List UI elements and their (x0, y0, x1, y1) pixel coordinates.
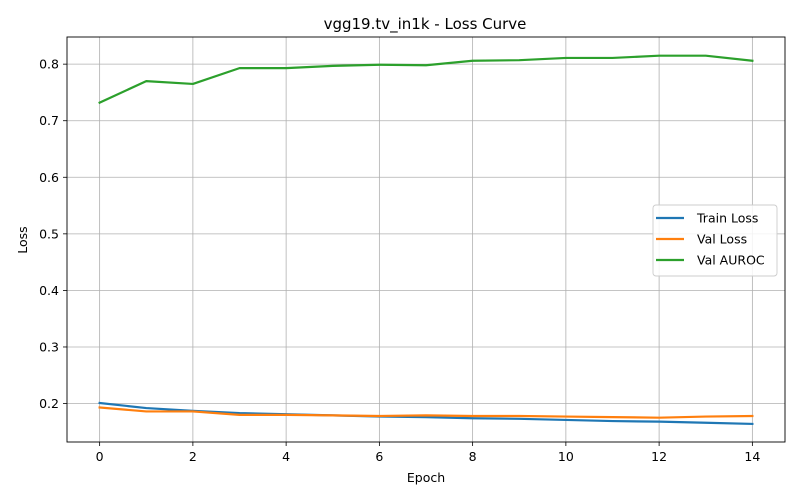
legend-box (652, 204, 778, 277)
plot-frame (66, 36, 786, 443)
x-axis-label: Epoch (407, 470, 445, 485)
y-tick-label: 0.5 (39, 226, 59, 241)
x-tick-label: 10 (558, 449, 574, 464)
x-tick-label: 4 (282, 449, 290, 464)
axis-ticks: 0 2 4 6 8 10 12 14 0.2 0.3 0.4 0.5 0.6 0.7 0.8 (39, 57, 760, 464)
y-tick-label: 0.7 (39, 113, 59, 128)
legend-label-train-loss: Train Loss (696, 211, 758, 226)
x-tick-label: 8 (469, 449, 477, 464)
series-line-train-loss (98, 401, 754, 426)
y-tick-label: 0.4 (39, 283, 59, 298)
y-tick-label: 0.2 (39, 396, 59, 411)
series-line-val-loss (98, 406, 754, 419)
grid (67, 37, 785, 442)
legend-label-val-auroc: Val AUROC (697, 253, 765, 268)
legend-label-val-loss: Val Loss (697, 232, 747, 247)
legend: Train Loss Val Loss Val AUROC (652, 204, 778, 277)
x-tick-label: 14 (744, 449, 760, 464)
y-tick-label: 0.8 (39, 57, 59, 72)
y-tick-label: 0.6 (39, 170, 59, 185)
y-axis-label: Loss (15, 226, 30, 253)
y-tick-label: 0.3 (39, 339, 59, 354)
x-tick-label: 0 (96, 449, 104, 464)
x-tick-label: 12 (651, 449, 667, 464)
x-tick-label: 2 (189, 449, 197, 464)
series-lines (98, 54, 754, 426)
series-line-val-auroc (98, 54, 754, 105)
chart-title: vgg19.tv_in1k - Loss Curve (324, 15, 527, 34)
x-tick-label: 6 (375, 449, 383, 464)
